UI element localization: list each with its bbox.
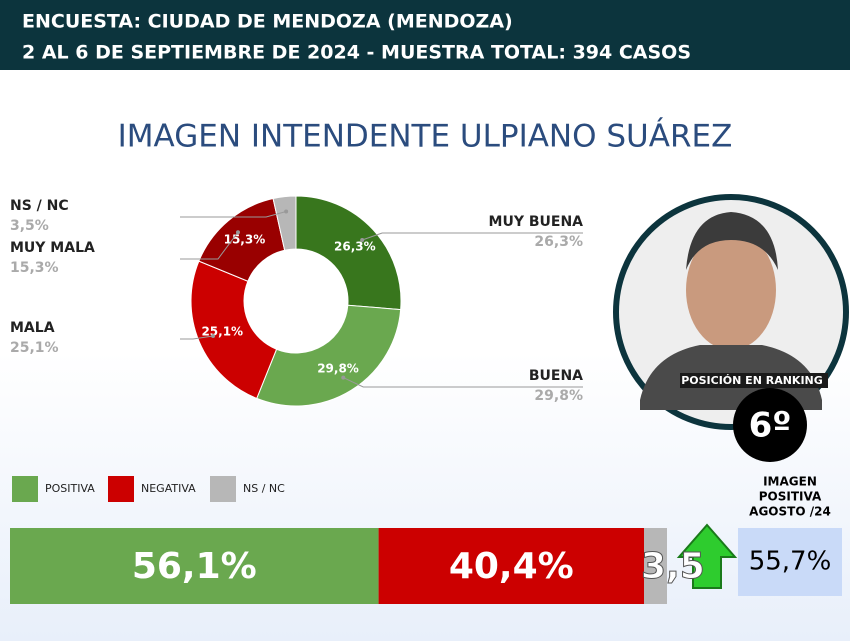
comparison-title: POSITIVA bbox=[759, 490, 822, 504]
comparison-value: 55,7% bbox=[749, 547, 832, 577]
up-arrow bbox=[676, 523, 738, 589]
ranking-badge bbox=[733, 388, 807, 462]
legend-swatch bbox=[210, 476, 236, 502]
header-line: ENCUESTA: CIUDAD DE MENDOZA (MENDOZA) bbox=[22, 11, 513, 33]
ranking-band bbox=[680, 373, 828, 388]
leader-dot bbox=[360, 238, 365, 243]
donut-slice bbox=[190, 260, 278, 400]
chart-title: IMAGEN INTENDENTE ULPIANO SUÁREZ bbox=[118, 119, 733, 155]
category-label: MUY MALA bbox=[10, 240, 95, 256]
category-value: 26,3% bbox=[534, 234, 583, 250]
bar-segment bbox=[644, 528, 667, 604]
header-band bbox=[0, 0, 850, 70]
leader-line bbox=[362, 232, 583, 241]
leader-line bbox=[180, 211, 287, 218]
category-label: NS / NC bbox=[10, 198, 69, 214]
bar-label: 40,4% bbox=[449, 546, 574, 587]
category-label: MALA bbox=[10, 320, 55, 336]
slice-label: 26,3% bbox=[334, 239, 376, 253]
donut-slice bbox=[272, 195, 297, 251]
header-line: 2 AL 6 DE SEPTIEMBRE DE 2024 - MUESTRA T… bbox=[22, 42, 691, 64]
category-value: 15,3% bbox=[10, 260, 59, 276]
legend-swatch bbox=[108, 476, 134, 502]
category-label: BUENA bbox=[529, 368, 583, 384]
bar-label: 3,5 bbox=[641, 546, 705, 587]
comparison-title: IMAGEN bbox=[763, 475, 817, 489]
legend-label: NEGATIVA bbox=[141, 482, 196, 495]
donut-slice bbox=[295, 195, 402, 311]
bar-segment bbox=[10, 528, 379, 604]
legend-label: POSITIVA bbox=[45, 482, 95, 495]
photo-face bbox=[686, 230, 776, 350]
slice-label: 29,8% bbox=[317, 362, 359, 376]
leader-dot bbox=[211, 333, 216, 338]
category-value: 25,1% bbox=[10, 340, 59, 356]
leader-dot bbox=[284, 209, 289, 214]
slice-label: 15,3% bbox=[224, 232, 266, 246]
leader-line bbox=[180, 231, 239, 260]
category-value: 29,8% bbox=[534, 388, 583, 404]
photo-hair bbox=[686, 212, 778, 270]
ranking-value: 6º bbox=[749, 406, 792, 446]
leader-line bbox=[180, 335, 214, 340]
leader-dot bbox=[235, 230, 240, 235]
leader-dot bbox=[341, 375, 346, 380]
legend-label: NS / NC bbox=[243, 482, 285, 495]
bar-segment bbox=[378, 528, 645, 604]
comparison-title: AGOSTO /24 bbox=[749, 505, 831, 519]
category-value: 3,5% bbox=[10, 218, 49, 234]
legend-swatch bbox=[12, 476, 38, 502]
leader-line bbox=[343, 377, 583, 388]
comparison-box bbox=[738, 528, 842, 596]
ranking-label: POSICIÓN EN RANKING bbox=[681, 374, 823, 387]
category-label: MUY BUENA bbox=[489, 214, 584, 230]
bar-label: 56,1% bbox=[132, 546, 257, 587]
donut-slice bbox=[256, 304, 402, 407]
